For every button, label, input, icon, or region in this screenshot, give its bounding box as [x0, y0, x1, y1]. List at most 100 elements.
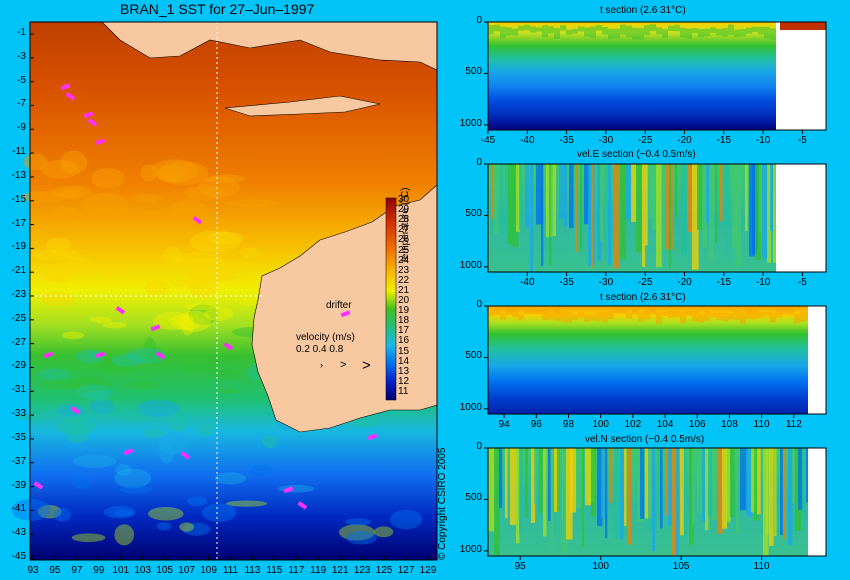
- thermocline-wiggle: [728, 24, 734, 35]
- sst-eddy: [179, 522, 194, 532]
- sst-eddy: [188, 304, 219, 325]
- sst-eddy: [218, 260, 259, 269]
- velocity-stripe: [500, 164, 503, 236]
- copyright: © Copyright CSIRO 2005: [437, 447, 448, 560]
- thermocline-wiggle: [770, 312, 776, 323]
- lat-tick-label: -21: [11, 265, 26, 277]
- velocity-stripe: [627, 448, 632, 545]
- velocity-stripe: [692, 448, 695, 525]
- sst-eddy: [145, 279, 170, 296]
- thermocline-wiggle: [560, 25, 566, 31]
- sst-eddy: [204, 306, 234, 321]
- panel-3-title: t section (2.6 31°C): [600, 292, 686, 303]
- sst-eddy: [346, 530, 377, 545]
- velocity-stripe: [681, 164, 687, 256]
- thermocline-wiggle: [566, 29, 572, 35]
- sst-eddy: [217, 388, 238, 395]
- thermocline-wiggle: [590, 313, 596, 321]
- sst-eddy: [214, 472, 247, 485]
- lat-tick-label: -13: [11, 169, 26, 181]
- depth-tick-label: 500: [465, 66, 482, 78]
- sst-eddy: [213, 369, 244, 379]
- velocity-stripe: [798, 448, 803, 510]
- sst-eddy: [182, 522, 211, 536]
- sst-eddy: [55, 418, 97, 436]
- panel-frame: [487, 21, 827, 131]
- velocity-stripe: [672, 448, 679, 556]
- velocity-stripe: [657, 448, 662, 515]
- thermocline-wiggle: [728, 313, 734, 320]
- thermocline-wiggle: [530, 26, 536, 33]
- velocity-stripe: [575, 164, 578, 252]
- drifter-marker: [87, 118, 98, 127]
- velocity-stripe: [620, 448, 624, 540]
- thermocline-wiggle: [644, 310, 650, 320]
- velocity-stripe: [505, 448, 508, 519]
- drifter-marker: [33, 481, 44, 490]
- colorbar-tick-label: 11: [398, 385, 409, 397]
- depth-tick-label: 500: [465, 492, 482, 504]
- velocity-stripe: [767, 164, 771, 263]
- velocity-stripe: [516, 164, 520, 232]
- land-mask: [808, 448, 826, 556]
- velocity-stripe: [759, 164, 765, 233]
- colorbar-tick-label: 30: [398, 194, 410, 205]
- velocity-stripe: [548, 448, 551, 521]
- velocity-stripe: [519, 448, 523, 534]
- thermocline-wiggle: [746, 308, 752, 319]
- thermocline-wiggle: [800, 311, 806, 322]
- thermocline-wiggle: [548, 26, 554, 34]
- velocity-stripe: [745, 164, 748, 232]
- sst-eddy: [11, 498, 51, 521]
- velocity-stripe: [649, 164, 655, 220]
- velocity-stripe: [697, 164, 703, 230]
- sst-eddy: [278, 485, 315, 493]
- land-mask: [776, 22, 826, 130]
- velocity-stripe: [564, 164, 568, 227]
- sst-eddy: [186, 496, 208, 507]
- velocity-stripe: [705, 448, 709, 531]
- sst-eddy: [177, 310, 212, 332]
- thermocline-wiggle: [752, 310, 758, 320]
- thermocline-wiggle: [500, 26, 506, 38]
- sst-eddy: [152, 311, 195, 330]
- surface-warm-patch: [780, 22, 826, 30]
- thermocline-wiggle: [686, 310, 692, 316]
- lat-tick-label: -7: [17, 98, 26, 110]
- map-title: BRAN_1 SST for 27–Jun–1997: [120, 1, 315, 17]
- thermocline-wiggle: [662, 29, 668, 38]
- thermocline-wiggle: [722, 312, 728, 322]
- thermocline-wiggle: [710, 312, 716, 317]
- drifter-marker: [192, 216, 203, 225]
- thermocline-wiggle: [626, 313, 632, 319]
- lon-tick-label: 95: [49, 565, 61, 576]
- velocity-stripe: [712, 448, 717, 520]
- thermocline-wiggle: [614, 308, 620, 314]
- lon-tick-label: 97: [71, 565, 83, 576]
- x-tick-label: 106: [688, 419, 706, 430]
- velocity-stripe: [508, 164, 514, 245]
- sst-eddy: [96, 265, 127, 278]
- x-tick-label: 108: [721, 419, 738, 430]
- sst-eddy: [40, 160, 80, 179]
- sst-eddy: [37, 368, 71, 381]
- sst-eddy: [111, 353, 143, 367]
- lat-tick-label: -41: [11, 503, 26, 515]
- colorbar-tick-label: 28: [398, 214, 410, 226]
- drifter-marker: [340, 310, 351, 318]
- thermocline-wiggle: [758, 312, 764, 318]
- velocity-arrow-mid: >: [340, 359, 346, 371]
- velocity-stripe: [697, 448, 703, 514]
- x-tick-label: 112: [785, 419, 802, 430]
- velocity-stripe: [591, 164, 594, 268]
- lat-tick-label: -33: [11, 408, 26, 420]
- sst-eddy: [90, 168, 126, 189]
- velocity-stripe: [494, 448, 500, 555]
- thermocline-wiggle: [518, 313, 524, 321]
- thermocline-wiggle: [704, 310, 710, 321]
- x-tick-label: -35: [559, 135, 574, 146]
- land-mask: [776, 164, 826, 272]
- sst-eddy: [169, 313, 204, 330]
- lat-tick-label: -3: [17, 50, 26, 62]
- velocity-stripe: [740, 448, 747, 511]
